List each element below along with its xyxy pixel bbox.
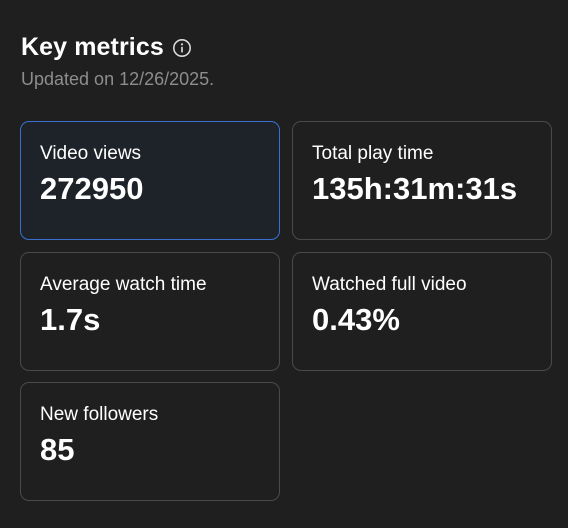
metric-card-total-play-time[interactable]: Total play time 135h:31m:31s	[292, 121, 552, 240]
metric-card-video-views[interactable]: Video views 272950	[20, 121, 280, 240]
metric-value: 85	[40, 432, 75, 467]
metric-card-watched-full-video[interactable]: Watched full video 0.43%	[292, 252, 552, 371]
metric-label: Total play time	[312, 143, 434, 164]
metric-card-average-watch-time[interactable]: Average watch time 1.7s	[20, 252, 280, 371]
metric-label: Average watch time	[40, 274, 207, 295]
metric-value: 0.43%	[312, 302, 400, 337]
key-metrics-header: Key metrics	[21, 33, 192, 62]
metric-label: New followers	[40, 404, 159, 425]
info-icon[interactable]	[172, 38, 192, 58]
updated-date: Updated on 12/26/2025.	[21, 69, 215, 89]
metric-value: 272950	[40, 171, 144, 206]
metric-label: Video views	[40, 143, 142, 164]
metric-value: 1.7s	[40, 302, 101, 337]
metric-value: 135h:31m:31s	[312, 171, 518, 206]
page-title: Key metrics	[21, 33, 164, 61]
metric-card-new-followers[interactable]: New followers 85	[20, 382, 280, 501]
metric-label: Watched full video	[312, 274, 467, 295]
